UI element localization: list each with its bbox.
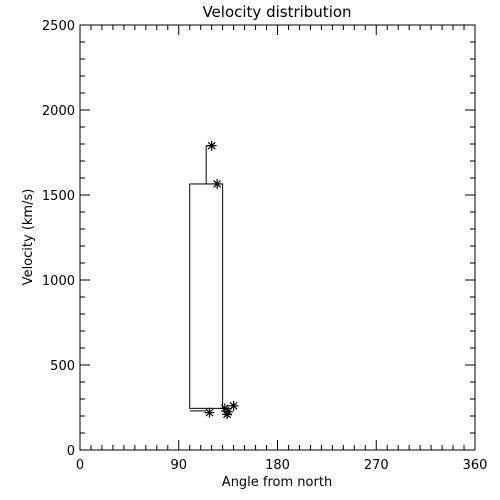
data-point-stroke [213, 179, 222, 188]
y-tick-label: 2000 [42, 104, 75, 119]
data-point [222, 409, 233, 420]
data-point [204, 407, 215, 418]
y-tick-label: 1500 [42, 189, 75, 204]
y-axis-label: Velocity (km/s) [21, 189, 36, 286]
chart-title: Velocity distribution [202, 3, 351, 21]
x-tick-label: 0 [76, 458, 84, 473]
x-tick-label: 270 [364, 458, 389, 473]
y-tick-label: 500 [50, 359, 75, 374]
data-point [228, 400, 239, 411]
x-axis-label: Angle from north [222, 475, 332, 490]
y-tick-label: 0 [67, 444, 75, 459]
chart-marks [189, 140, 239, 420]
x-tick-label: 360 [463, 458, 488, 473]
data-point-stroke [205, 408, 214, 417]
y-tick-label: 2500 [42, 19, 75, 34]
data-point [206, 140, 217, 151]
axes: 0 90 180 270 360 0 500 1000 1500 2000 2500 [42, 19, 488, 473]
x-tick-label: 90 [170, 458, 187, 473]
y-tick-label: 1000 [42, 274, 75, 289]
data-point [212, 178, 223, 189]
x-tick-label: 180 [265, 458, 290, 473]
data-point-stroke [207, 141, 216, 150]
data-point-stroke [229, 401, 238, 410]
box-iqr [189, 183, 224, 409]
data-point-stroke [223, 410, 231, 419]
plot-frame [79, 24, 476, 451]
